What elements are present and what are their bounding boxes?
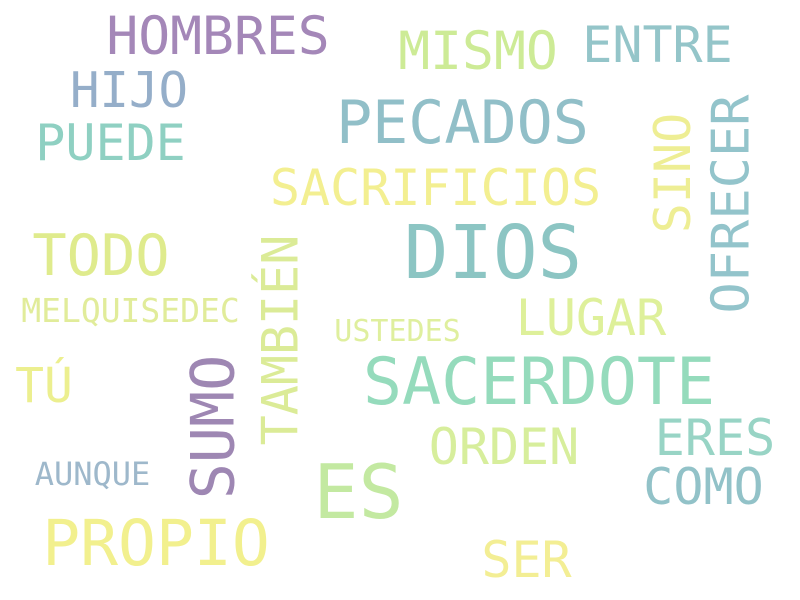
word-lugar: LUGAR (515, 289, 667, 347)
word-propio: PROPIO (42, 507, 270, 580)
word-orden: ORDEN (428, 418, 580, 476)
word-sumo: SUMO (178, 354, 248, 499)
word-pecados: PECADOS (336, 88, 589, 158)
word-entre: ENTRE (582, 16, 733, 74)
word-sacrificios: SACRIFICIOS (269, 159, 602, 217)
word-ustedes: USTEDES (334, 314, 461, 349)
word-tambien: TAMBIÉN (251, 234, 309, 446)
word-hombres: HOMBRES (106, 6, 330, 67)
word-tu: TÚ (15, 358, 73, 414)
word-ser: SER (481, 531, 572, 589)
word-aunque: AUNQUE (34, 455, 151, 493)
word-puede: PUEDE (35, 114, 186, 172)
word-todo: TODO (32, 223, 170, 289)
word-mismo: MISMO (398, 21, 558, 82)
word-melquisedec: MELQUISEDEC (21, 291, 240, 330)
word-sacerdote: SACERDOTE (362, 345, 716, 420)
word-dios: DIOS (403, 210, 583, 296)
word-sino: SINO (643, 112, 702, 233)
word-eres: ERES (654, 409, 776, 467)
word-ofrecer: OFRECER (702, 94, 762, 314)
word-hijo: HIJO (69, 62, 188, 119)
word-es: ES (313, 448, 404, 536)
word-como: COMO (643, 458, 764, 516)
